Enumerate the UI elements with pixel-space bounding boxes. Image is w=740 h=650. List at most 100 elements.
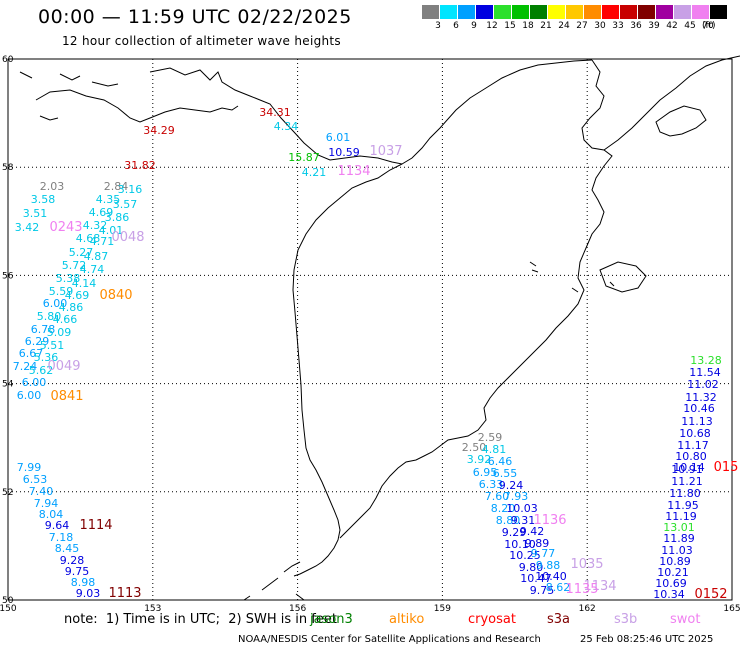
wave-height-value: 7.93 — [504, 490, 529, 503]
wave-height-value: 11.95 — [667, 499, 699, 512]
legend-unit: (ft) — [702, 21, 716, 31]
wave-height-value: 8.80 — [496, 514, 521, 527]
wave-height-value: 7.40 — [29, 485, 54, 498]
wave-height-value: 8.62 — [546, 581, 571, 594]
pass-time-label: 1114 — [79, 518, 112, 533]
wave-height-value: 10.21 — [657, 566, 689, 579]
pass-time-label: 0049 — [47, 359, 80, 374]
legend-label: 15 — [504, 21, 516, 31]
east-coast — [603, 55, 740, 151]
legend-swatch — [512, 5, 529, 19]
wave-height-value: 9.80 — [519, 561, 544, 574]
wave-height-value: 7.94 — [34, 497, 59, 510]
wave-height-value: 4.66 — [53, 313, 78, 326]
wave-height-value: 13.28 — [690, 354, 722, 367]
lat-tick-label: 56 — [2, 271, 14, 281]
legend-label: 24 — [558, 21, 570, 31]
coast-islets — [529, 261, 615, 293]
legend-swatch — [638, 5, 655, 19]
wave-height-value: 31.82 — [124, 159, 156, 172]
kuril-islands — [243, 561, 305, 601]
wave-height-labels: 34.31 34.29 4.34 6.01 10.59 1037 15.87 4.21 1134… — [13, 106, 739, 602]
wave-height-value: 5.38 — [56, 272, 81, 285]
wave-height-value: 4.69 — [89, 206, 114, 219]
wave-height-value: 4.21 — [302, 166, 327, 179]
wave-height-value: 6.55 — [493, 467, 518, 480]
legend-label: 12 — [486, 21, 498, 31]
wave-height-value: 4.87 — [84, 250, 109, 263]
kamchatka-east-coast — [339, 59, 613, 539]
wave-height-value: 4.71 — [90, 235, 115, 248]
wave-height-value: 11.54 — [689, 366, 721, 379]
wave-height-value: 10.10 — [504, 538, 536, 551]
wave-height-value: 6.00 — [43, 297, 68, 310]
pass-time-label: 0243 — [49, 220, 82, 235]
wave-height-value: 3.16 — [118, 183, 143, 196]
wave-height-value: 6.78 — [31, 323, 56, 336]
north-coast — [149, 59, 593, 165]
wave-height-value: 7.18 — [49, 531, 74, 544]
pass-time-label: 0841 — [50, 389, 83, 404]
wave-height-value: 4.34 — [274, 120, 299, 133]
wave-height-value: 6.95 — [473, 466, 498, 479]
wave-height-value: 10.59 — [328, 146, 360, 159]
pass-time-label: 1037 — [369, 144, 402, 159]
pass-time-label: 1134 — [337, 164, 370, 179]
wave-height-value: 9.75 — [65, 565, 90, 578]
wave-height-value: 4.81 — [482, 443, 507, 456]
satellite-label-s3b: s3b — [614, 612, 638, 627]
legend-swatch — [584, 5, 601, 19]
footer-timestamp: 25 Feb 08:25:46 UTC 2025 — [580, 634, 714, 645]
wave-height-value: 10.34 — [653, 588, 685, 601]
lon-tick-label: 150 — [0, 604, 17, 614]
footer-credit: NOAA/NESDIS Center for Satellite Applica… — [238, 634, 541, 645]
wave-height-value: 11.32 — [685, 391, 717, 404]
legend-swatch — [656, 5, 673, 19]
satellite-label-swot: swot — [670, 612, 701, 627]
wave-height-value: 11.19 — [665, 510, 697, 523]
wave-height-value: 8.20 — [491, 502, 516, 515]
legend-label: 30 — [594, 21, 606, 31]
lon-tick-label: 165 — [723, 604, 740, 614]
wave-height-value: 7.99 — [17, 461, 42, 474]
lat-lon-grid: 150 153 156 159 162 165 60 58 56 54 52 50 — [0, 55, 740, 614]
wave-height-value: 9.89 — [525, 537, 550, 550]
wave-height-value: 11.21 — [671, 475, 703, 488]
wave-height-value: 5.51 — [40, 339, 65, 352]
map-subtitle: 12 hour collection of altimeter wave hei… — [62, 34, 341, 48]
wave-height-value: 11.17 — [677, 439, 709, 452]
pass-time-label: 1113 — [108, 586, 141, 601]
wave-height-value: 4.69 — [65, 289, 90, 302]
lat-tick-label: 52 — [2, 488, 13, 498]
pass-time-label: 1135 — [565, 582, 598, 597]
wave-height-value: 4.32 — [83, 219, 108, 232]
wave-height-value: 13.01 — [663, 521, 695, 534]
pass-time-label: 0152 — [694, 587, 727, 602]
wave-height-value: 9.03 — [76, 587, 101, 600]
wave-height-value: 6.00 — [17, 389, 42, 402]
wave-height-value: 8.98 — [71, 576, 96, 589]
legend-label: 45 — [684, 21, 696, 31]
pass-time-label: 0840 — [99, 288, 132, 303]
wave-height-value: 5.80 — [37, 310, 62, 323]
map-title: 00:00 — 11:59 UTC 02/22/2025 — [38, 6, 352, 28]
legend-label: 18 — [522, 21, 534, 31]
legend-swatch — [674, 5, 691, 19]
wave-height-value: 3.86 — [105, 211, 130, 224]
wave-height-value: 6.67 — [19, 347, 44, 360]
wave-height-value: 4.01 — [99, 224, 124, 237]
north-islands — [19, 71, 119, 121]
legend-label: 3 — [435, 21, 441, 31]
legend-swatch — [494, 5, 511, 19]
legend-swatch — [692, 5, 709, 19]
wave-height-value: 9.88 — [536, 559, 561, 572]
pass-time-label: 1136 — [533, 513, 566, 528]
wave-height-value: 3.92 — [467, 453, 492, 466]
wave-height-value: 11.80 — [669, 487, 701, 500]
wave-height-value: 8.45 — [55, 542, 80, 555]
wave-height-value: 4.74 — [80, 263, 105, 276]
lon-tick-label: 159 — [434, 604, 451, 614]
wave-height-value: 11.02 — [687, 378, 719, 391]
pass-time-label: 015 — [714, 460, 739, 475]
wave-height-value: 2.84 — [104, 180, 129, 193]
